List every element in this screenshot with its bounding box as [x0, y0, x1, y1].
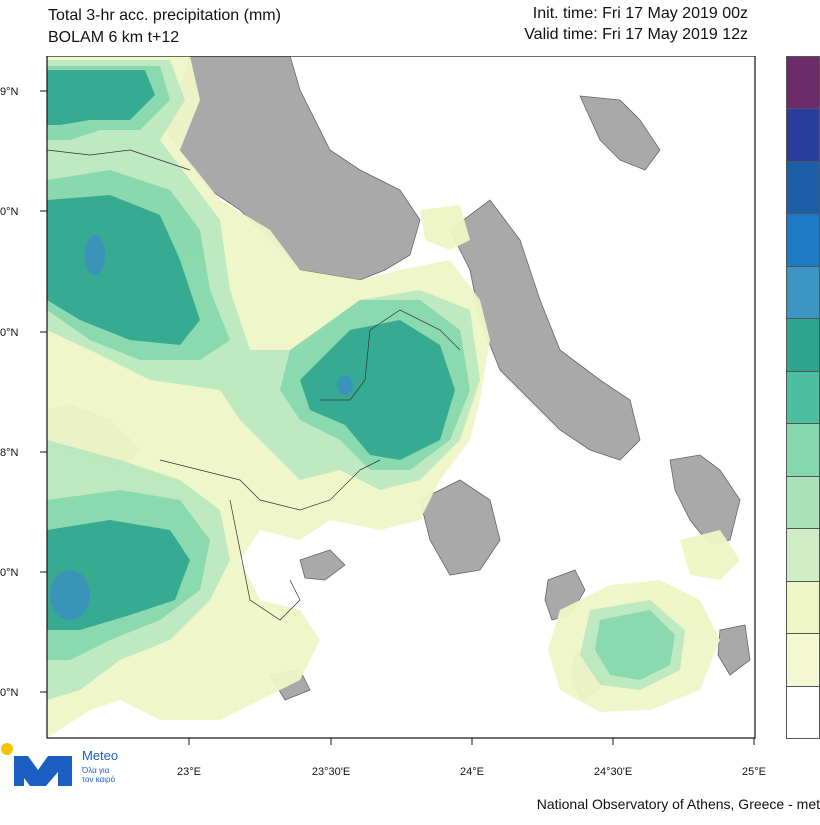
map-title: Total 3-hr acc. precipitation (mm) — [48, 7, 281, 24]
lat-label: 0°N — [0, 327, 19, 339]
lon-label: 23°30'E — [311, 766, 351, 778]
map-frame — [46, 55, 756, 739]
model-label: BOLAM 6 km t+12 — [48, 29, 180, 46]
lat-label: 9°N — [0, 86, 19, 98]
legend-swatch — [786, 265, 820, 320]
legend-swatch — [786, 213, 820, 267]
axis-ticks — [40, 90, 755, 745]
meteo-logo-icon — [1, 743, 72, 786]
init-time: Init. time: Fri 17 May 2019 00z — [532, 5, 748, 22]
legend-swatch — [786, 685, 820, 739]
admin-boundaries — [46, 149, 461, 621]
credit-text: National Observatory of Athens, Greece -… — [536, 796, 820, 812]
lon-label: 23°E — [177, 766, 201, 778]
legend-swatch — [786, 475, 820, 530]
color-legend — [786, 56, 820, 739]
legend-swatch — [786, 370, 820, 425]
meteo-logo: Meteo Όλα για τον καιρό — [0, 740, 140, 790]
land-pelion — [449, 199, 641, 461]
precip-blue — [50, 235, 353, 620]
lat-label: 0°N — [0, 206, 19, 218]
legend-swatch — [786, 423, 820, 477]
logo-tagline: Όλα για τον καιρό — [82, 766, 115, 784]
legend-swatch — [786, 56, 820, 110]
logo-tagline-1: Όλα για — [82, 766, 110, 775]
logo-word: Meteo — [82, 748, 119, 763]
land-euboea-north — [419, 479, 501, 576]
land-island-east — [669, 454, 741, 546]
legend-swatch — [786, 580, 820, 635]
precipitation-map: 9°N 0°N 0°N 8°N 0°N 0°N — [0, 55, 820, 820]
lat-label: 0°N — [0, 567, 19, 579]
legend-swatch — [786, 633, 820, 687]
legend-swatch — [786, 108, 820, 162]
lat-label: 8°N — [0, 447, 19, 459]
lat-label: 0°N — [0, 687, 19, 699]
logo-tagline-2: τον καιρό — [82, 775, 116, 784]
legend-swatch — [786, 160, 820, 215]
legend-swatch — [786, 528, 820, 582]
valid-time: Valid time: Fri 17 May 2019 12z — [524, 26, 748, 43]
land-alonissos — [717, 624, 751, 676]
legend-swatch — [786, 318, 820, 372]
lon-label: 24°E — [460, 766, 484, 778]
lon-label: 25°E — [742, 766, 766, 778]
land-attica-island — [299, 549, 346, 581]
land-chalkidiki — [579, 95, 661, 171]
lon-label: 24°30'E — [593, 766, 633, 778]
